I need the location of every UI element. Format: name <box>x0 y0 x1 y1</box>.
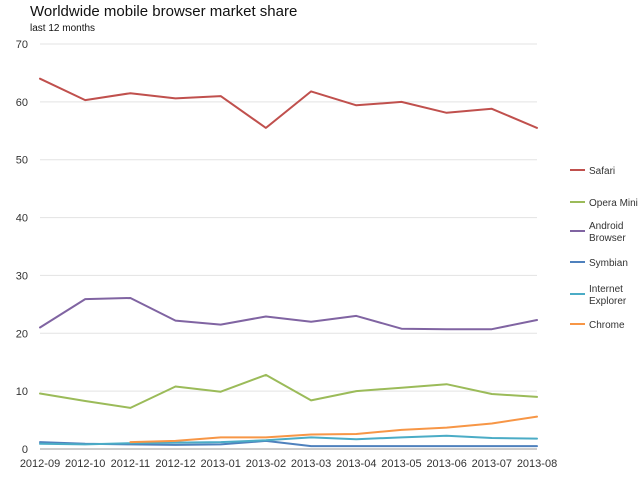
series-line-chrome <box>129 415 538 444</box>
legend-label: Internet Explorer <box>589 284 627 307</box>
x-tick-label: 2013-05 <box>381 458 421 470</box>
legend-label: Chrome <box>589 320 625 331</box>
x-tick-label: 2013-01 <box>201 458 241 470</box>
x-tick-label: 2013-02 <box>246 458 286 470</box>
x-tick-label: 2012-09 <box>20 458 60 470</box>
legend-label: Safari <box>589 166 615 177</box>
y-axis-ticks: 0 10 20 30 40 50 60 70 <box>16 39 28 456</box>
series-line-safari <box>39 77 538 129</box>
y-tick-label: 70 <box>16 39 28 51</box>
x-axis-ticks: 2012-09 2012-10 2012-11 2012-12 2013-01 2013-… <box>20 458 557 470</box>
legend-item: Symbian <box>570 258 628 269</box>
y-tick-label: 40 <box>16 213 28 225</box>
series-line-internet-explorer <box>39 434 538 446</box>
chart-title: Worldwide mobile browser market share <box>30 3 298 20</box>
chart-subtitle: last 12 months <box>30 23 96 34</box>
x-tick-label: 2013-07 <box>472 458 512 470</box>
legend-label: Symbian <box>589 258 628 269</box>
series-lines <box>39 77 538 448</box>
y-tick-label: 30 <box>16 270 28 282</box>
legend-item: Chrome <box>570 320 625 331</box>
x-tick-label: 2013-03 <box>291 458 331 470</box>
x-tick-label: 2012-12 <box>155 458 195 470</box>
grid-lines <box>40 43 537 450</box>
y-tick-label: 0 <box>22 444 28 456</box>
x-tick-label: 2013-08 <box>517 458 557 470</box>
legend-item: Safari <box>570 166 615 177</box>
x-tick-label: 2012-11 <box>111 458 151 470</box>
y-tick-label: 50 <box>16 155 28 167</box>
series-line-opera-mini <box>39 373 538 409</box>
legend: Safari Opera Mini Android Browser Symbian Int… <box>570 166 638 331</box>
x-tick-label: 2013-06 <box>426 458 466 470</box>
x-tick-label: 2012-10 <box>65 458 105 470</box>
legend-item: Opera Mini <box>570 198 638 209</box>
x-tick-label: 2013-04 <box>336 458 376 470</box>
legend-item: Internet Explorer <box>570 284 627 307</box>
y-tick-label: 20 <box>16 328 28 340</box>
series-line-android-browser <box>39 297 538 331</box>
legend-label: Opera Mini <box>589 198 638 209</box>
y-tick-label: 10 <box>16 386 28 398</box>
y-tick-label: 60 <box>16 97 28 109</box>
legend-label: Android Browser <box>589 221 626 244</box>
legend-item: Android Browser <box>570 221 626 244</box>
